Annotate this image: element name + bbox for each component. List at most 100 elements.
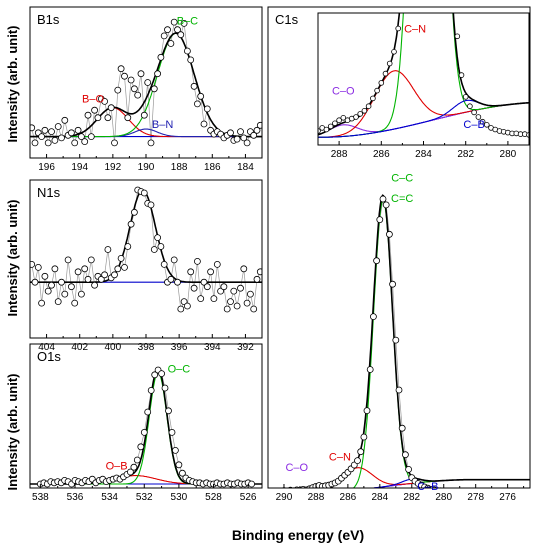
data-point — [161, 384, 169, 392]
x-tick-label: 190 — [138, 162, 155, 173]
data-point — [311, 127, 316, 132]
data-point — [150, 246, 158, 253]
data-point — [240, 134, 248, 142]
data-point — [391, 48, 397, 55]
x-tick-label: 280 — [435, 492, 452, 503]
data-point — [197, 295, 205, 303]
data-point — [253, 126, 261, 134]
data-point — [392, 336, 400, 344]
data-point — [471, 109, 477, 116]
data-point — [160, 32, 168, 40]
data-point — [240, 265, 248, 273]
data-point — [41, 126, 49, 134]
y-axis-label-o1s: Intensity (arb. unit) — [5, 374, 20, 491]
data-point — [243, 139, 251, 147]
x-tick-label: 194 — [71, 162, 88, 173]
data-point — [51, 265, 59, 273]
data-point — [340, 115, 347, 121]
data-point — [81, 138, 89, 146]
data-point — [190, 284, 198, 292]
data-point — [483, 122, 490, 128]
data-point — [174, 278, 181, 286]
x-tick-label: 282 — [403, 492, 420, 503]
x-tick-label: 402 — [71, 342, 88, 353]
data-point — [460, 489, 466, 495]
data-point — [126, 468, 134, 476]
data-point — [151, 371, 159, 379]
panel-title-b1s: B1s — [37, 12, 60, 27]
raw-data-line-o1s — [40, 369, 252, 485]
data-point — [237, 284, 244, 292]
data-point — [183, 302, 191, 310]
data-point — [243, 299, 251, 307]
data-point — [134, 91, 142, 99]
data-point — [197, 92, 205, 100]
x-tick-label: 398 — [138, 342, 155, 353]
panel-b1s: 196 194 192 190 188 186 184 B1s B–C B–O B–N — [29, 6, 263, 173]
data-point — [87, 133, 95, 141]
x-tick-label: 286 — [340, 492, 357, 503]
data-point — [369, 313, 377, 321]
data-point — [193, 257, 201, 265]
data-point — [114, 86, 122, 94]
data-point — [158, 370, 166, 378]
data-point — [78, 133, 85, 141]
plot-area-o1s — [30, 366, 262, 488]
data-point — [147, 386, 155, 394]
data-point — [130, 463, 138, 471]
data-point — [479, 118, 486, 125]
peak-label: C–O — [285, 462, 308, 474]
data-point — [535, 133, 539, 138]
data-point — [127, 220, 135, 228]
frame-c1s — [267, 6, 531, 489]
data-point — [78, 290, 85, 298]
x-tick-label: 284 — [415, 149, 432, 160]
data-point — [97, 275, 105, 283]
panel-o1s: 538 536 534 532 530 528 526 O1s O–C O–B — [29, 343, 263, 503]
data-point — [227, 129, 234, 137]
data-point — [167, 40, 175, 47]
data-point — [193, 100, 201, 108]
data-point — [133, 456, 141, 464]
data-point — [48, 281, 55, 289]
data-point — [157, 53, 165, 61]
data-point — [124, 243, 132, 250]
x-tick-label: 192 — [105, 162, 122, 173]
plot-area-b1s — [30, 18, 262, 147]
data-point — [170, 256, 178, 264]
data-point — [165, 407, 172, 415]
peak-label: C=C — [391, 193, 413, 205]
peak-label: O–B — [106, 461, 128, 473]
data-point — [386, 60, 393, 67]
peak-label: C–O — [332, 86, 355, 98]
x-tick-label: 288 — [308, 492, 325, 503]
data-point — [177, 305, 185, 313]
data-point — [58, 134, 65, 142]
x-tick-label: 184 — [237, 162, 254, 173]
data-point — [54, 298, 62, 306]
data-point — [74, 268, 82, 276]
data-point — [290, 131, 295, 136]
data-point — [457, 489, 463, 495]
peak-label: C–C — [391, 172, 413, 184]
peak-label: B–C — [177, 16, 198, 28]
component-c1s-2 — [352, 199, 530, 488]
data-point — [531, 132, 536, 137]
data-point — [30, 124, 36, 132]
data-point — [357, 448, 365, 456]
data-point — [303, 128, 308, 133]
x-tick-label: 394 — [204, 342, 221, 353]
data-point — [462, 94, 469, 100]
x-tick-label: 286 — [373, 149, 390, 160]
panel-title-n1s: N1s — [37, 185, 61, 200]
data-point — [363, 407, 371, 415]
data-point — [223, 305, 231, 313]
data-point — [30, 261, 36, 268]
data-point — [111, 139, 118, 147]
data-point — [395, 386, 403, 394]
data-point — [137, 70, 145, 78]
data-point — [187, 56, 195, 64]
x-tick-label: 528 — [205, 492, 222, 503]
data-point — [382, 201, 390, 209]
